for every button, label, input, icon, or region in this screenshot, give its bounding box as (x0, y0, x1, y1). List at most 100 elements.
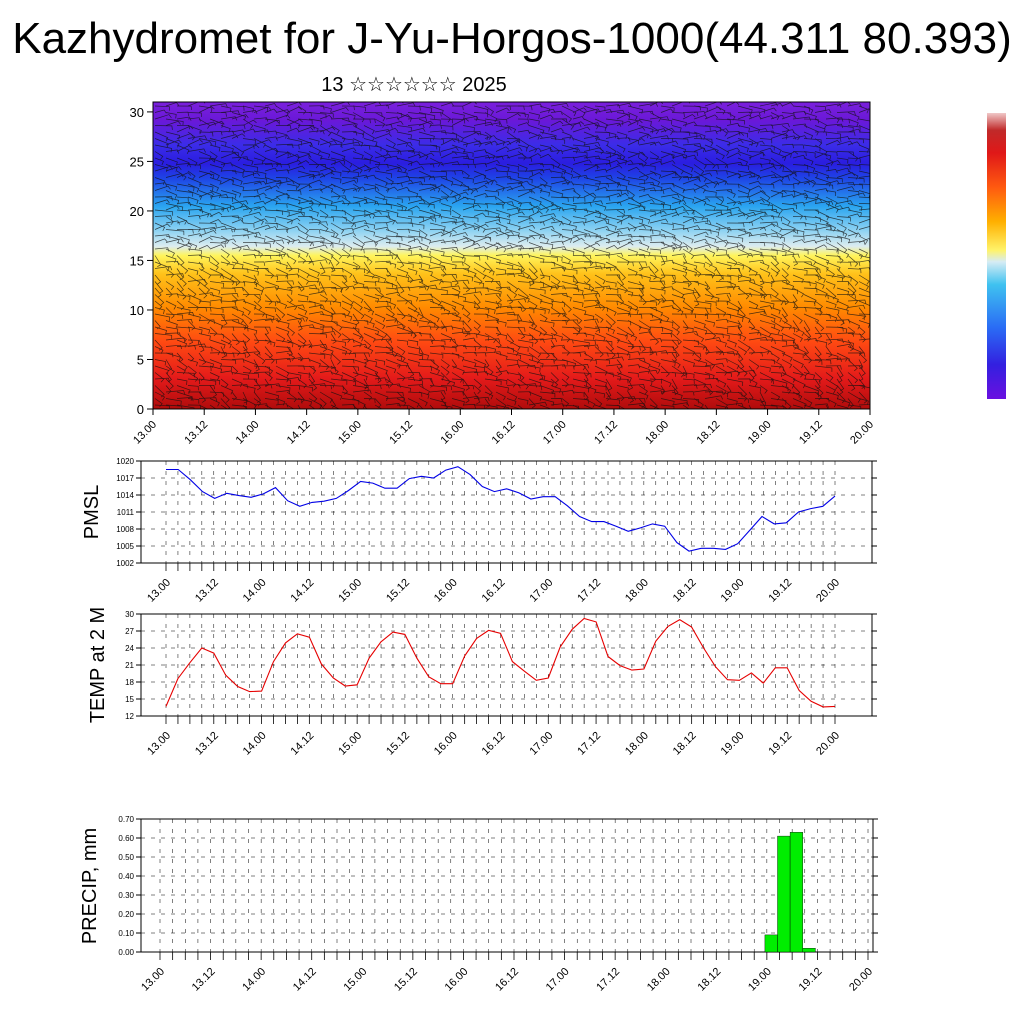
pmsl-x-tick-label: 15.00 (336, 577, 364, 605)
pmsl-x-tick-label: 16.00 (432, 577, 460, 605)
pmsl-x-tick-label: 19.12 (766, 577, 794, 605)
heatmap-x-tick-label: 19.00 (746, 419, 774, 447)
precip-x-tick-label: 14.00 (240, 966, 268, 994)
heatmap-x-tick-label: 18.12 (695, 419, 723, 447)
temp-y-tick-label: 24 (125, 644, 134, 653)
temp-y-tick-label: 12 (125, 712, 134, 721)
temp-x-tick-label: 14.12 (289, 730, 317, 758)
temp-x-tick-label: 19.00 (719, 730, 747, 758)
temp-x-tick-label: 15.00 (336, 730, 364, 758)
heatmap-x-tick-label: 16.12 (490, 419, 518, 447)
temp-x-tick-label: 18.00 (623, 730, 651, 758)
heatmap-x-tick-label: 15.12 (387, 419, 415, 447)
heatmap-x-tick-label: 15.00 (336, 419, 364, 447)
precip-y-tick-label: 0.10 (118, 929, 134, 938)
colorbar (987, 113, 1006, 399)
precip-bar (764, 934, 778, 953)
heatmap-y-tick-label: 20 (130, 204, 144, 219)
temp-x-tick-label: 18.12 (671, 730, 699, 758)
heatmap-y-tick-label: 5 (137, 352, 144, 367)
pmsl-x-tick-label: 18.00 (623, 577, 651, 605)
pmsl-ylabel: PMSL (81, 485, 103, 539)
heatmap-x-tick-label: 16.00 (438, 419, 466, 447)
precip-x-tick-label: 13.00 (139, 966, 167, 994)
heatmap-y-tick-label: 15 (130, 253, 144, 268)
precip-y-tick-label: 0.30 (118, 891, 134, 900)
heatmap-x-tick-label: 17.12 (592, 419, 620, 447)
pmsl-x-tick-label: 18.12 (671, 577, 699, 605)
precip-x-tick-label: 15.00 (341, 966, 369, 994)
pmsl-x-tick-label: 19.00 (719, 577, 747, 605)
heatmap-x-tick-label: 17.00 (541, 419, 569, 447)
precip-y-tick-label: 0.40 (118, 872, 134, 881)
pmsl-y-tick-label: 1008 (116, 525, 134, 534)
precip-x-tick-label: 20.00 (847, 966, 875, 994)
temp-x-tick-label: 15.12 (384, 730, 412, 758)
pmsl-x-tick-label: 16.12 (480, 577, 508, 605)
heatmap-x-tick-label: 14.00 (234, 419, 262, 447)
heatmap-y-tick-label: 30 (130, 105, 144, 120)
precip-y-tick-label: 0.60 (118, 834, 134, 843)
temp-x-tick-label: 16.00 (432, 730, 460, 758)
heatmap-x-tick-label: 18.00 (643, 419, 671, 447)
heatmap-x-tick-label: 14.12 (285, 419, 313, 447)
pmsl-series-line (166, 466, 836, 552)
pmsl-y-tick-label: 1017 (116, 474, 134, 483)
pmsl-y-tick-label: 1014 (116, 491, 134, 500)
precip-y-tick-label: 0.70 (118, 815, 134, 824)
precip-x-tick-label: 18.12 (695, 966, 723, 994)
temp-y-tick-label: 21 (125, 661, 134, 670)
precip-x-tick-label: 15.12 (392, 966, 420, 994)
precip-x-tick-label: 14.12 (291, 966, 319, 994)
precip-y-tick-label: 0.20 (118, 910, 134, 919)
heatmap-x-tick-label: 19.12 (797, 419, 825, 447)
pmsl-x-tick-label: 17.12 (575, 577, 603, 605)
precip-y-tick-label: 0.50 (118, 853, 134, 862)
temp-y-tick-label: 15 (125, 695, 134, 704)
temp-series-line (165, 617, 836, 708)
temp-x-tick-label: 19.12 (766, 730, 794, 758)
heatmap-x-tick-label: 20.00 (848, 419, 876, 447)
pmsl-x-tick-label: 13.00 (145, 577, 173, 605)
precip-ylabel: PRECIP, mm (79, 828, 101, 944)
temp-x-tick-label: 20.00 (814, 730, 842, 758)
temp-x-tick-label: 17.12 (575, 730, 603, 758)
page-subtitle: 13 ☆☆☆☆☆☆ 2025 (321, 74, 507, 96)
precip-x-tick-label: 17.00 (544, 966, 572, 994)
precip-x-tick-label: 16.12 (493, 966, 521, 994)
precip-x-tick-label: 19.12 (797, 966, 825, 994)
pmsl-y-tick-label: 1002 (116, 559, 134, 568)
heatmap-y-tick-label: 25 (130, 154, 144, 169)
pmsl-x-tick-label: 20.00 (814, 577, 842, 605)
precip-bar (802, 948, 816, 953)
pmsl-y-tick-label: 1005 (116, 542, 134, 551)
pmsl-x-tick-label: 15.12 (384, 577, 412, 605)
precip-frame (140, 818, 874, 953)
heatmap-y-tick-label: 10 (130, 303, 144, 318)
temp-x-tick-label: 16.12 (480, 730, 508, 758)
temp-ylabel: TEMP at 2 M (87, 607, 109, 723)
temp-x-tick-label: 13.12 (193, 730, 221, 758)
heatmap-x-tick-label: 13.12 (182, 419, 210, 447)
pmsl-x-tick-label: 14.00 (241, 577, 269, 605)
pmsl-x-tick-label: 13.12 (193, 577, 221, 605)
heatmap-y-tick-label: 0 (137, 402, 144, 417)
temp-y-tick-label: 18 (125, 678, 134, 687)
temp-y-tick-label: 30 (125, 610, 134, 619)
temp-x-tick-label: 13.00 (145, 730, 173, 758)
page-title: Kazhydromet for J-Yu-Horgos-1000(44.311 … (12, 14, 1012, 63)
precip-y-tick-label: 0.00 (118, 948, 134, 957)
precip-x-tick-label: 18.00 (645, 966, 673, 994)
pmsl-y-tick-label: 1020 (116, 457, 134, 466)
precip-bar (789, 832, 803, 953)
temp-x-tick-label: 14.00 (241, 730, 269, 758)
temp-x-tick-label: 17.00 (527, 730, 555, 758)
precip-x-tick-label: 17.12 (594, 966, 622, 994)
precip-x-tick-label: 16.00 (443, 966, 471, 994)
pmsl-y-tick-label: 1011 (117, 508, 135, 517)
precip-bar (777, 835, 791, 953)
heatmap-x-tick-label: 13.00 (131, 419, 159, 447)
temp-y-tick-label: 27 (125, 627, 134, 636)
precip-x-tick-label: 19.00 (746, 966, 774, 994)
